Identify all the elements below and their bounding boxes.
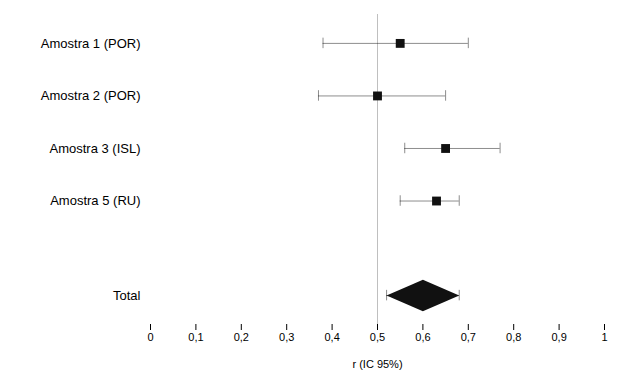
svg-text:0,8: 0,8 <box>506 331 521 343</box>
svg-text:Amostra 1 (POR): Amostra 1 (POR) <box>41 36 141 51</box>
svg-text:0,1: 0,1 <box>188 331 203 343</box>
svg-text:0,3: 0,3 <box>279 331 294 343</box>
svg-text:0: 0 <box>147 331 153 343</box>
svg-text:Amostra 2 (POR): Amostra 2 (POR) <box>41 88 141 103</box>
svg-text:0,6: 0,6 <box>415 331 430 343</box>
svg-text:0,9: 0,9 <box>551 331 566 343</box>
svg-text:Amostra 5 (RU): Amostra 5 (RU) <box>50 193 140 208</box>
svg-text:1: 1 <box>601 331 607 343</box>
svg-text:0,4: 0,4 <box>324 331 339 343</box>
svg-text:0,5: 0,5 <box>370 331 385 343</box>
svg-text:r (IC 95%): r (IC 95%) <box>352 358 402 370</box>
svg-text:Total: Total <box>113 288 141 303</box>
svg-text:0,2: 0,2 <box>234 331 249 343</box>
svg-text:Amostra 3 (ISL): Amostra 3 (ISL) <box>49 141 140 156</box>
svg-text:0,7: 0,7 <box>461 331 476 343</box>
